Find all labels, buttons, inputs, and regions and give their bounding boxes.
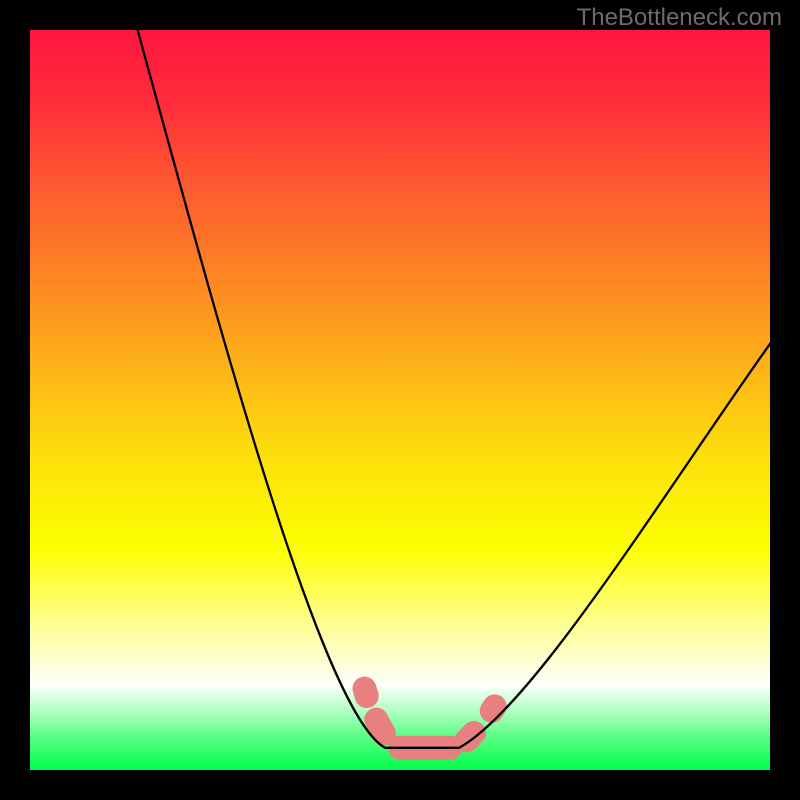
chart-frame: TheBottleneck.com (0, 0, 800, 800)
bottleneck-marker (364, 689, 366, 696)
bottleneck-marker (492, 706, 495, 710)
bottleneck-marker (376, 720, 383, 733)
bottleneck-curve (134, 15, 778, 748)
chart-svg (0, 0, 800, 800)
watermark-label: TheBottleneck.com (577, 4, 782, 32)
